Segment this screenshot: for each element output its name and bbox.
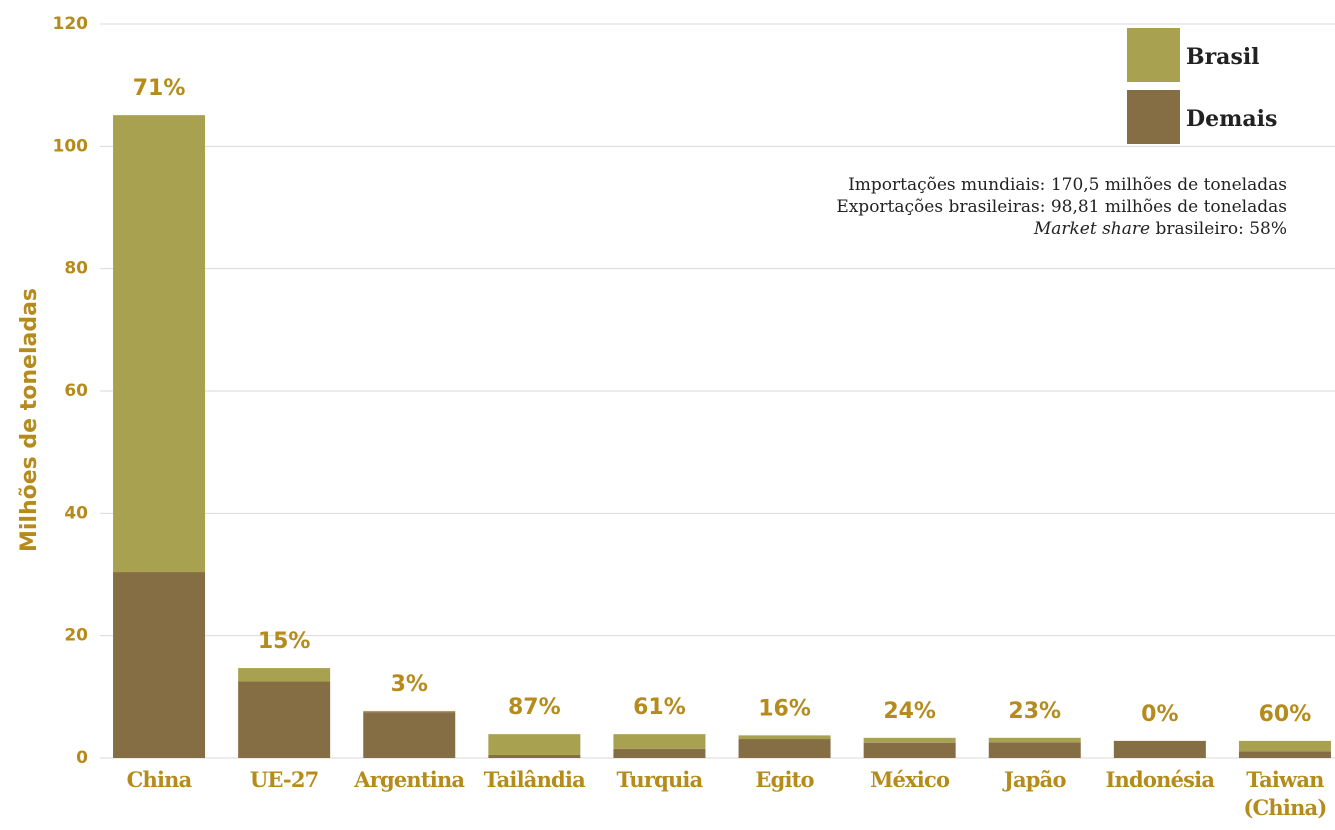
legend-label: Demais <box>1186 106 1277 132</box>
note-line: Importações mundiais: 170,5 milhões de t… <box>848 175 1287 195</box>
legend-label: Brasil <box>1186 44 1260 70</box>
bar-segment <box>988 737 1081 743</box>
note-line: Exportações brasileiras: 98,81 milhões d… <box>836 197 1287 217</box>
x-tick-label: Turquia <box>616 767 703 792</box>
bar-segment <box>1238 751 1331 758</box>
y-tick-label: 20 <box>64 626 88 646</box>
y-tick-label: 80 <box>64 259 88 279</box>
y-tick-label: 40 <box>64 503 88 523</box>
share-label: 3% <box>391 672 428 697</box>
share-label: 15% <box>258 629 311 654</box>
bar-segment <box>613 734 706 749</box>
bar-segment <box>863 742 956 758</box>
bar-segment <box>738 735 831 740</box>
legend-swatch <box>1127 90 1180 144</box>
x-tick-label: Taiwan (China) <box>1243 767 1327 820</box>
share-label: 23% <box>1008 699 1061 724</box>
share-label: 61% <box>633 695 686 720</box>
y-axis-label: Milhões de toneladas <box>17 288 42 552</box>
x-tick-label: Indonésia <box>1105 767 1215 792</box>
bar-segment <box>1113 740 1206 758</box>
share-label: 87% <box>508 695 561 720</box>
y-tick-label: 100 <box>53 136 89 156</box>
note-line: Market share brasileiro: 58% <box>836 218 1287 240</box>
bar-segment <box>363 712 456 758</box>
bar-segment <box>488 754 581 758</box>
share-label: 24% <box>883 699 936 724</box>
x-tick-label: México <box>870 767 950 792</box>
y-tick-label: 120 <box>53 14 89 34</box>
y-tick-label: 60 <box>64 381 88 401</box>
bar-segment <box>1238 740 1331 752</box>
note-italic: Market share <box>1033 219 1151 239</box>
bar-segment <box>738 739 831 758</box>
bar-segment <box>988 742 1081 758</box>
x-tick-label: Tailândia <box>483 767 586 792</box>
x-tick-label: Argentina <box>354 767 465 792</box>
share-label: 16% <box>758 696 811 721</box>
bar-segment <box>613 748 706 758</box>
x-tick-label: Egito <box>755 767 814 792</box>
note: Importações mundiais: 170,5 milhões de t… <box>836 174 1287 240</box>
bar-segment <box>238 681 331 758</box>
share-label: 71% <box>133 76 186 101</box>
share-label: 0% <box>1141 702 1178 727</box>
bar-segment <box>238 668 331 682</box>
bar-segment <box>488 734 581 755</box>
share-label: 60% <box>1259 702 1312 727</box>
x-tick-label: Japão <box>1003 767 1067 792</box>
bar-segment <box>113 115 206 573</box>
bar-segment <box>863 737 956 743</box>
y-tick-label: 0 <box>76 748 88 768</box>
bar-segment <box>363 710 456 713</box>
x-tick-label: UE-27 <box>249 767 319 792</box>
bar-segment <box>113 572 206 758</box>
legend-swatch <box>1127 28 1180 82</box>
note-text: brasileiro: 58% <box>1150 219 1287 239</box>
x-tick-label: China <box>126 767 193 792</box>
